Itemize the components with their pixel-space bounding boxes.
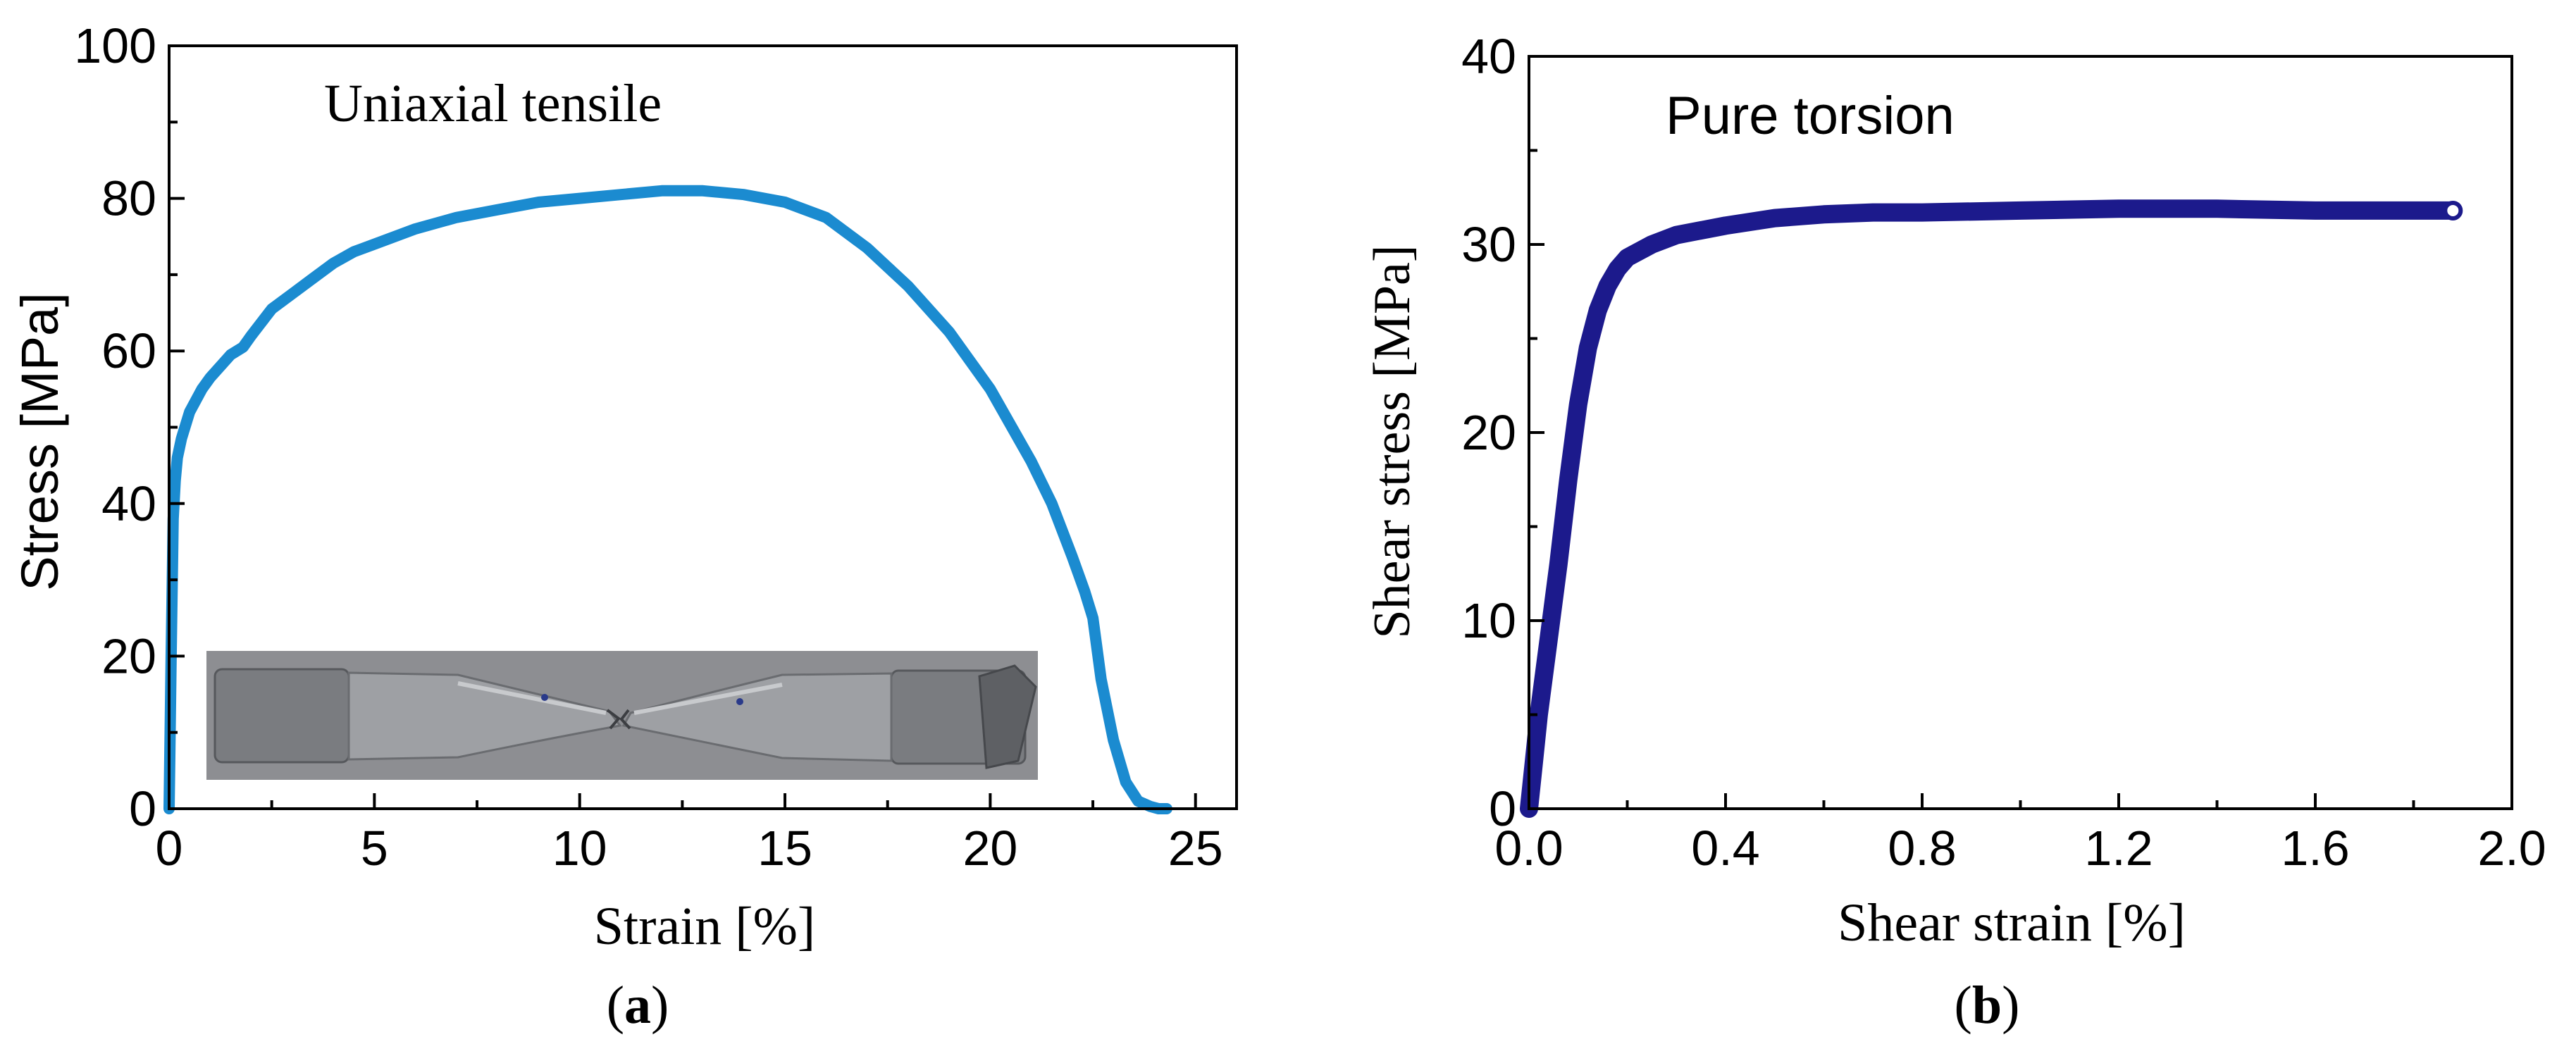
- panel-label-b-letter: b: [1972, 976, 2002, 1035]
- x-tick-label: 2.0: [2477, 821, 2546, 876]
- panel-label-a: (a): [607, 976, 669, 1035]
- y-tick-label: 30: [1461, 217, 1516, 272]
- y-tick-label: 0: [129, 781, 156, 836]
- panel-label-a-letter: a: [624, 976, 651, 1035]
- x-tick-label: 0.0: [1494, 821, 1563, 876]
- y-axis-label-b: Shear stress [MPa]: [1363, 244, 1421, 638]
- y-tick-label: 60: [101, 323, 156, 378]
- y-tick-label: 40: [1461, 29, 1516, 84]
- axes-a: 0 5 10 15 20 25 0 20 40 60 80 100: [74, 18, 1238, 876]
- x-tick-label: 0.8: [1888, 821, 1956, 876]
- series-line-b: [1520, 199, 2463, 818]
- y-axis-label-a: Stress [MPa]: [11, 292, 69, 591]
- x-axis-label-a: Strain [%]: [594, 897, 815, 956]
- panel-b-torsion: 0.0 0.4 0.8 1.2 1.6 2.0 0 10 20 30 40 Pure torsion…: [1363, 29, 2546, 1035]
- y-tick-label: 100: [74, 18, 156, 73]
- annotation-pure-torsion: Pure torsion: [1666, 86, 1955, 146]
- axes-b: 0.0 0.4 0.8 1.2 1.6 2.0 0 10 20 30 40: [1461, 29, 2546, 876]
- x-tick-label: 20: [962, 821, 1017, 876]
- torsion-stress-strain-curve: [1520, 199, 2463, 818]
- series-line-a: [163, 185, 1172, 814]
- x-tick-label: 5: [361, 821, 388, 876]
- panel-label-b: (b): [1955, 976, 2020, 1035]
- x-tick-label: 10: [552, 821, 607, 876]
- x-axis-label-b: Shear strain [%]: [1838, 893, 2186, 952]
- tensile-stress-strain-curve: [163, 185, 1172, 814]
- series-end-marker-b: [2443, 200, 2463, 220]
- y-tick-label: 20: [1461, 405, 1516, 460]
- y-tick-label: 20: [101, 628, 156, 683]
- plot-frame: [1528, 55, 2513, 810]
- specimen-photo-inset: [206, 651, 1038, 780]
- x-tick-label: 0: [156, 821, 183, 876]
- x-tick-label: 1.2: [2084, 821, 2153, 876]
- y-tick-label: 10: [1461, 593, 1516, 648]
- x-tick-label: 0.4: [1691, 821, 1759, 876]
- y-tick-label: 80: [101, 171, 156, 226]
- x-tick-label: 15: [757, 821, 812, 876]
- annotation-uniaxial-tensile: Uniaxial tensile: [324, 74, 662, 133]
- y-tick-label: 0: [1489, 781, 1516, 836]
- x-tick-label: 1.6: [2281, 821, 2349, 876]
- y-tick-label: 40: [101, 476, 156, 531]
- x-tick-label: 25: [1168, 821, 1223, 876]
